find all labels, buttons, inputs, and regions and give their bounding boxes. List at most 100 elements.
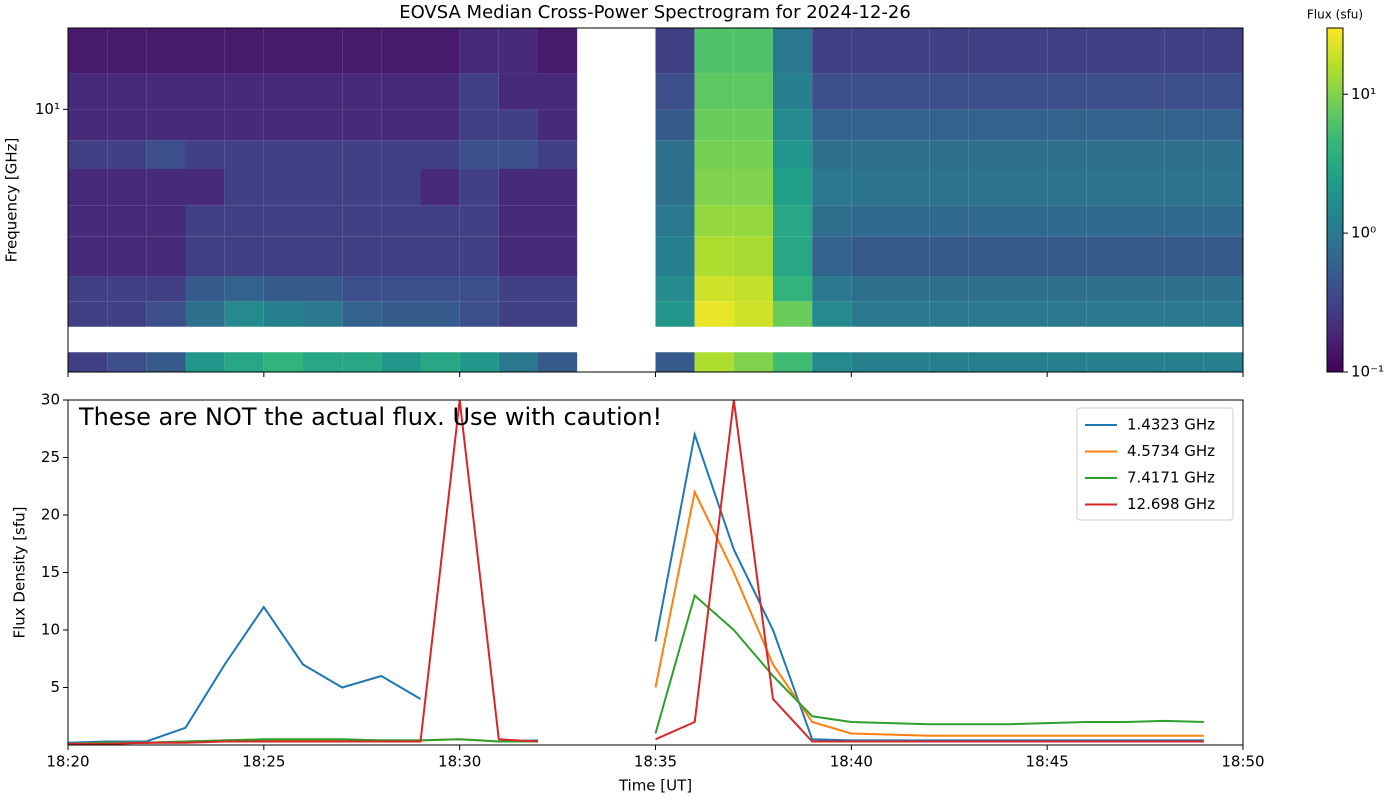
spectrogram-cell	[890, 28, 930, 74]
spectrogram-cell	[1203, 73, 1243, 110]
line-series	[68, 430, 1204, 744]
spectrogram-cell	[303, 301, 343, 327]
spectrogram-cell	[263, 28, 303, 74]
spectrogram-cell	[459, 352, 499, 372]
spectrogram-cell	[968, 28, 1008, 74]
spectrogram-cell	[1164, 28, 1204, 74]
spectrogram-cell	[851, 28, 891, 74]
spectrogram-cell	[459, 276, 499, 302]
spectrogram-cell	[851, 140, 891, 170]
spectrogram-cell	[890, 301, 930, 327]
spectrogram-cell	[342, 73, 382, 110]
spectrogram-cell	[890, 352, 930, 372]
spectrogram-cell	[459, 301, 499, 327]
spectrogram-cell	[773, 28, 813, 74]
spectrogram-cell	[655, 109, 695, 141]
spectrogram-cell	[812, 236, 852, 277]
spectrogram-cell	[381, 236, 421, 277]
spectrogram-cell	[968, 205, 1008, 237]
legend-label: 4.5734 GHz	[1127, 442, 1215, 460]
spectrogram-cell	[851, 236, 891, 277]
spectrogram-cell	[303, 276, 343, 302]
spectrogram-cell	[420, 140, 460, 170]
x-tick-label: 18:25	[242, 753, 285, 771]
spectrogram-cell	[1203, 236, 1243, 277]
spectrogram-cell	[1203, 169, 1243, 206]
spectrogram-cell	[1047, 109, 1087, 141]
spectrogram-cell	[968, 73, 1008, 110]
spectrogram-cell	[498, 140, 538, 170]
x-tick-label: 18:50	[1221, 753, 1264, 771]
spectrogram-cell	[342, 109, 382, 141]
legend-label: 7.4171 GHz	[1127, 469, 1215, 487]
spectrogram-cell	[1125, 301, 1165, 327]
spectrogram-cell	[342, 301, 382, 327]
spectrogram-cell	[303, 352, 343, 372]
y-tick-label: 15	[41, 563, 60, 581]
spectrogram-cell	[1008, 140, 1048, 170]
spectrogram-cell	[1164, 236, 1204, 277]
spectrogram-cell	[733, 73, 773, 110]
spectrogram-cell	[303, 205, 343, 237]
spectrogram-cell	[1125, 276, 1165, 302]
y-axis-label: Frequency [GHz]	[3, 138, 21, 263]
spectrogram-cell	[773, 236, 813, 277]
spectrogram-cell	[185, 236, 225, 277]
spectrogram-cell	[968, 140, 1008, 170]
x-tick-label: 18:45	[1026, 753, 1069, 771]
spectrogram-cell	[694, 236, 734, 277]
spectrogram-cell	[185, 352, 225, 372]
spectrogram-cell	[929, 301, 969, 327]
spectrogram-cell	[812, 140, 852, 170]
spectrogram-cell	[1203, 28, 1243, 74]
spectrogram-cell	[851, 352, 891, 372]
spectrogram-cell	[68, 205, 108, 237]
spectrogram-cell	[851, 73, 891, 110]
spectrogram-cell	[968, 301, 1008, 327]
spectrogram-cell	[1164, 205, 1204, 237]
colorbar-label: Flux (sfu)	[1307, 8, 1363, 22]
y-axis-label: Flux Density [sfu]	[11, 506, 29, 638]
y-tick-label: 20	[41, 506, 60, 524]
spectrogram-cell	[459, 169, 499, 206]
spectrogram-cell	[146, 352, 186, 372]
spectrogram-cell	[694, 205, 734, 237]
spectrogram-cell	[694, 109, 734, 141]
spectrogram-cell	[890, 109, 930, 141]
legend-box	[1076, 407, 1234, 521]
spectrogram-cell	[1086, 73, 1126, 110]
spectrogram-cell	[655, 28, 695, 74]
spectrogram-cell	[146, 205, 186, 237]
spectrogram-cell	[107, 352, 147, 372]
spectrogram-cell	[107, 109, 147, 141]
spectrogram-cell	[224, 73, 264, 110]
spectrogram-cell	[929, 352, 969, 372]
spectrogram-cell	[1008, 352, 1048, 372]
spectrogram-cell	[968, 109, 1008, 141]
spectrogram-cell	[68, 236, 108, 277]
spectrogram-cell	[420, 73, 460, 110]
spectrogram-cell	[342, 169, 382, 206]
spectrogram-cell	[185, 301, 225, 327]
spectrogram-cell	[263, 352, 303, 372]
spectrogram-cell	[1164, 109, 1204, 141]
spectrogram-cell	[1008, 236, 1048, 277]
spectrogram-cell	[929, 28, 969, 74]
spectrogram-cell	[538, 28, 578, 74]
spectrogram-cell	[498, 276, 538, 302]
spectrogram-cell	[459, 28, 499, 74]
spectrogram-cell	[694, 140, 734, 170]
spectrogram-cell	[1047, 169, 1087, 206]
spectrogram-cell	[1086, 352, 1126, 372]
spectrogram-cell	[224, 276, 264, 302]
spectrogram-cell	[1086, 109, 1126, 141]
spectrogram-cell	[812, 28, 852, 74]
spectrogram-cell	[263, 301, 303, 327]
spectrogram-cell	[498, 169, 538, 206]
spectrogram-cell	[812, 109, 852, 141]
x-axis-label: Time [UT]	[618, 777, 692, 795]
spectrogram-cell	[303, 109, 343, 141]
spectrogram-cell	[655, 236, 695, 277]
spectrogram-cell	[1203, 109, 1243, 141]
spectrogram-cell	[1164, 169, 1204, 206]
